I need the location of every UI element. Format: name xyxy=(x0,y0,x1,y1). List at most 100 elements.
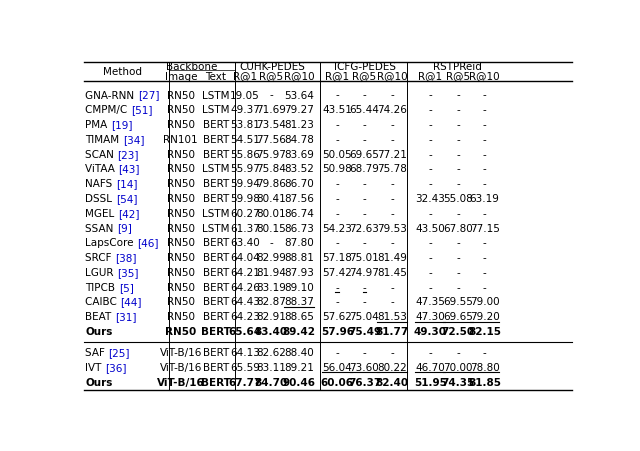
Text: 83.11: 83.11 xyxy=(257,362,286,372)
Text: Backbone: Backbone xyxy=(166,62,217,72)
Text: 43.50: 43.50 xyxy=(415,223,445,233)
Text: 50.98: 50.98 xyxy=(323,164,352,174)
Text: 77.15: 77.15 xyxy=(470,223,499,233)
Text: 75.84: 75.84 xyxy=(257,164,286,174)
Text: CMPM/C: CMPM/C xyxy=(85,105,131,115)
Text: -: - xyxy=(456,267,460,277)
Text: -: - xyxy=(483,164,486,174)
Text: ViT-B/16: ViT-B/16 xyxy=(159,362,202,372)
Text: 75.78: 75.78 xyxy=(378,164,407,174)
Text: 77.21: 77.21 xyxy=(378,149,407,159)
Text: 83.19: 83.19 xyxy=(257,282,286,292)
Text: -: - xyxy=(428,134,432,144)
Text: 87.56: 87.56 xyxy=(284,193,314,203)
Text: 75.04: 75.04 xyxy=(349,312,380,322)
Text: -: - xyxy=(362,193,366,203)
Text: -: - xyxy=(362,282,366,292)
Text: -: - xyxy=(483,149,486,159)
Text: 55.08: 55.08 xyxy=(444,193,473,203)
Text: 89.10: 89.10 xyxy=(284,282,314,292)
Text: BERT: BERT xyxy=(202,238,228,248)
Text: 88.81: 88.81 xyxy=(284,253,314,262)
Text: 83.40: 83.40 xyxy=(255,327,288,336)
Text: RN50: RN50 xyxy=(167,179,195,189)
Text: CAIBC: CAIBC xyxy=(85,297,120,307)
Text: 59.94: 59.94 xyxy=(230,179,260,189)
Text: -: - xyxy=(335,297,339,307)
Text: 89.21: 89.21 xyxy=(284,362,314,372)
Text: -: - xyxy=(362,134,366,144)
Text: ICFG-PEDES: ICFG-PEDES xyxy=(334,62,396,72)
Text: -: - xyxy=(390,208,394,218)
Text: PMA: PMA xyxy=(85,120,111,130)
Text: -: - xyxy=(390,134,394,144)
Text: -: - xyxy=(390,282,394,292)
Text: 77.56: 77.56 xyxy=(257,134,286,144)
Text: 82.91: 82.91 xyxy=(257,312,286,322)
Text: -: - xyxy=(390,179,394,189)
Text: -: - xyxy=(390,120,394,130)
Text: -: - xyxy=(335,208,339,218)
Text: -: - xyxy=(483,282,486,292)
Text: Ours: Ours xyxy=(85,327,113,336)
Text: 86.73: 86.73 xyxy=(284,223,314,233)
Text: 82.99: 82.99 xyxy=(257,253,286,262)
Text: GNA-RNN: GNA-RNN xyxy=(85,90,138,100)
Text: 82.40: 82.40 xyxy=(376,377,409,387)
Text: 47.35: 47.35 xyxy=(415,297,445,307)
Text: 65.44: 65.44 xyxy=(349,105,380,115)
Text: 68.79: 68.79 xyxy=(349,164,380,174)
Text: 50.05: 50.05 xyxy=(323,149,352,159)
Text: 47.30: 47.30 xyxy=(415,312,445,322)
Text: 81.85: 81.85 xyxy=(468,377,501,387)
Text: 79.20: 79.20 xyxy=(470,312,499,322)
Text: [35]: [35] xyxy=(117,267,139,277)
Text: RN50: RN50 xyxy=(167,223,195,233)
Text: [42]: [42] xyxy=(118,208,140,218)
Text: 64.04: 64.04 xyxy=(230,253,260,262)
Text: RN50: RN50 xyxy=(167,282,195,292)
Text: Ours: Ours xyxy=(85,377,113,387)
Text: [36]: [36] xyxy=(105,362,127,372)
Text: -: - xyxy=(483,105,486,115)
Text: RN50: RN50 xyxy=(165,327,196,336)
Text: DSSL: DSSL xyxy=(85,193,116,203)
Text: 63.19: 63.19 xyxy=(470,193,499,203)
Text: 82.87: 82.87 xyxy=(257,297,286,307)
Text: -: - xyxy=(456,282,460,292)
Text: 81.23: 81.23 xyxy=(284,120,314,130)
Text: 32.43: 32.43 xyxy=(415,193,445,203)
Text: 75.49: 75.49 xyxy=(348,327,381,336)
Text: 55.86: 55.86 xyxy=(230,149,260,159)
Text: -: - xyxy=(335,134,339,144)
Text: 70.00: 70.00 xyxy=(444,362,473,372)
Text: 79.00: 79.00 xyxy=(470,297,499,307)
Text: -: - xyxy=(362,208,366,218)
Text: 83.69: 83.69 xyxy=(284,149,314,159)
Text: [27]: [27] xyxy=(138,90,159,100)
Text: -: - xyxy=(456,120,460,130)
Text: -: - xyxy=(390,238,394,248)
Text: 56.04: 56.04 xyxy=(323,362,352,372)
Text: LSTM: LSTM xyxy=(202,208,229,218)
Text: -: - xyxy=(456,164,460,174)
Text: -: - xyxy=(483,179,486,189)
Text: -: - xyxy=(456,134,460,144)
Text: -: - xyxy=(483,253,486,262)
Text: [46]: [46] xyxy=(137,238,159,248)
Text: 60.06: 60.06 xyxy=(321,377,354,387)
Text: 49.30: 49.30 xyxy=(414,327,447,336)
Text: [43]: [43] xyxy=(118,164,140,174)
Text: LSTM: LSTM xyxy=(202,105,229,115)
Text: LapsCore: LapsCore xyxy=(85,238,137,248)
Text: R@10: R@10 xyxy=(469,71,500,81)
Text: LSTM: LSTM xyxy=(202,90,229,100)
Text: LSTM: LSTM xyxy=(202,164,229,174)
Text: 59.98: 59.98 xyxy=(230,193,260,203)
Text: R@5: R@5 xyxy=(259,71,284,81)
Text: RN50: RN50 xyxy=(167,90,195,100)
Text: 64.26: 64.26 xyxy=(230,282,260,292)
Text: BERT: BERT xyxy=(202,193,228,203)
Text: -: - xyxy=(483,208,486,218)
Text: [5]: [5] xyxy=(118,282,134,292)
